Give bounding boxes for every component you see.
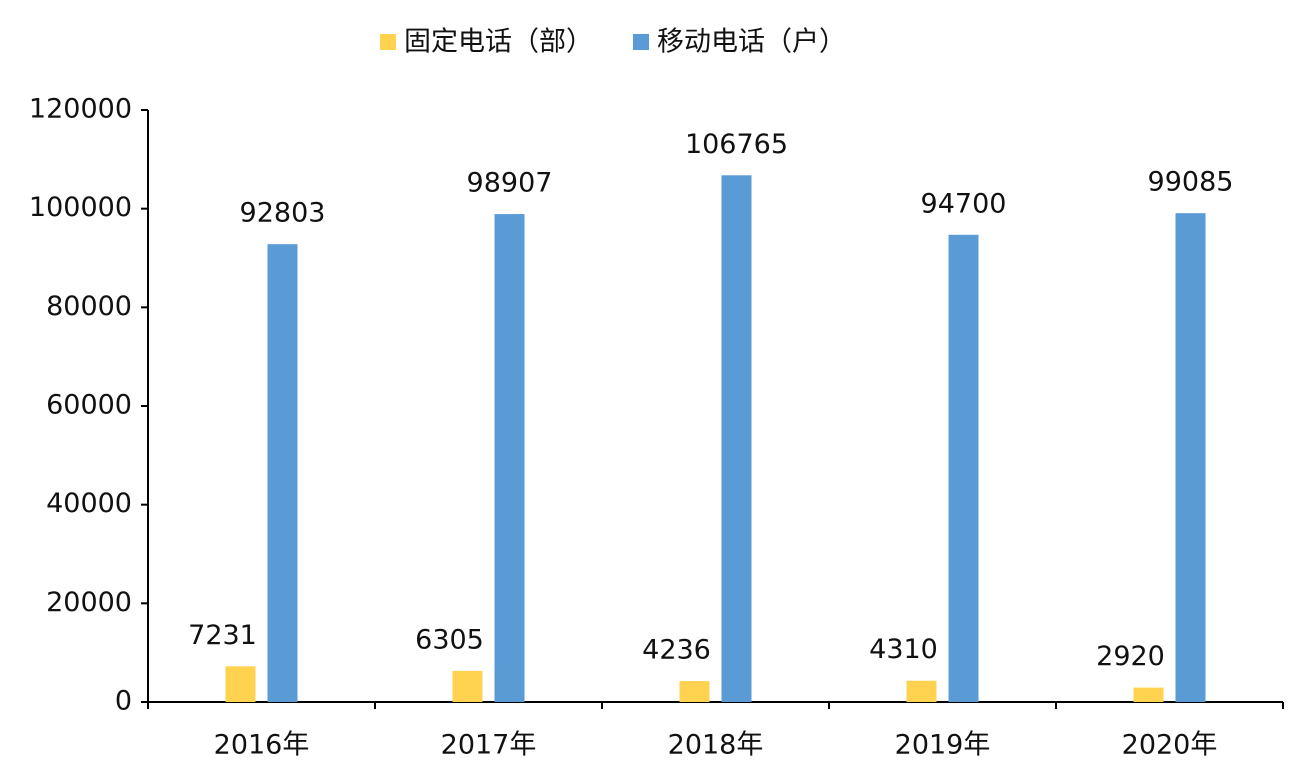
x-tick-label: 2018年 [668,730,764,761]
bar [494,214,525,702]
legend-swatch [380,34,396,50]
y-tick-label: 80000 [46,291,132,322]
legend-swatch [633,34,649,50]
y-tick-label: 60000 [46,390,132,421]
value-label: 98907 [467,168,553,199]
y-tick-label: 100000 [29,192,132,223]
bar [1133,687,1164,702]
bar [267,244,298,702]
value-label: 92803 [240,198,326,229]
value-label: 106765 [685,129,788,160]
x-tick-label: 2019年 [895,730,991,761]
bar [906,680,937,702]
y-tick-label: 120000 [29,94,132,125]
y-tick-label: 0 [115,686,132,717]
value-label: 6305 [415,624,484,655]
bar [225,666,256,702]
value-label: 2920 [1096,641,1165,672]
x-tick-label: 2020年 [1122,730,1218,761]
bar [679,681,710,702]
x-tick-label: 2016年 [214,730,310,761]
value-label: 4236 [642,635,711,666]
value-label: 7231 [188,620,257,651]
value-label: 94700 [921,188,1007,219]
legend-label: 移动电话（户） [657,27,846,58]
bar [948,234,979,702]
x-tick-label: 2017年 [441,730,537,761]
y-tick-label: 40000 [46,488,132,519]
bar [721,175,752,702]
bar [1175,213,1206,702]
value-label: 99085 [1148,167,1234,198]
value-label: 4310 [869,634,938,665]
bar [452,670,483,702]
legend-label: 固定电话（部） [404,27,593,58]
y-tick-label: 20000 [46,587,132,618]
